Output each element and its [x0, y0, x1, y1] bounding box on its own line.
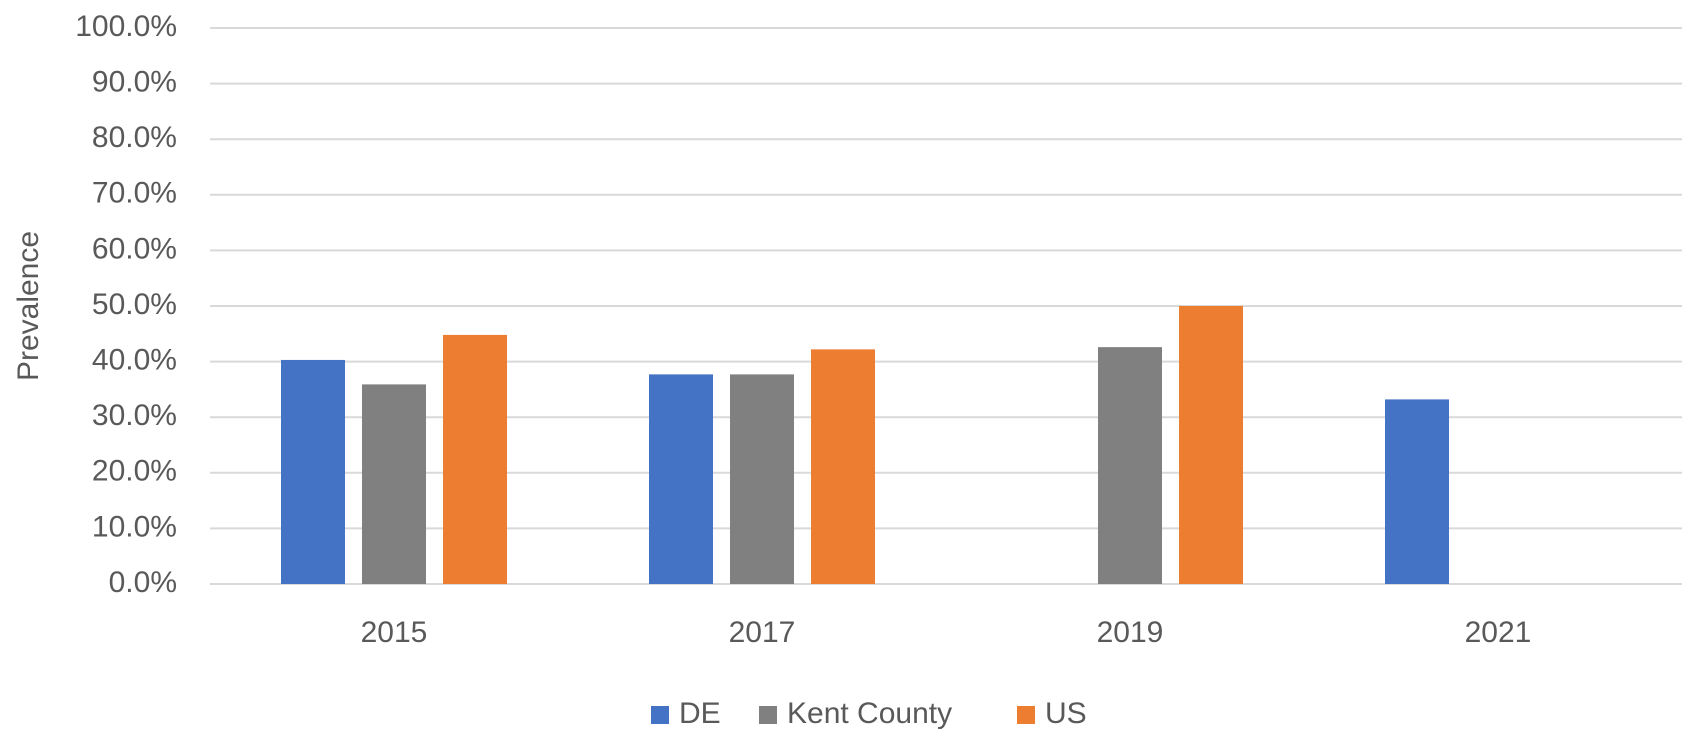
y-tick-label: 50.0% — [92, 288, 177, 321]
y-tick-label: 90.0% — [92, 66, 177, 99]
bar — [649, 374, 713, 584]
bar — [1385, 399, 1449, 584]
y-tick-label: 80.0% — [92, 121, 177, 154]
y-tick-label: 100.0% — [75, 10, 177, 43]
y-tick-label: 60.0% — [92, 232, 177, 265]
bar — [1098, 347, 1162, 584]
x-tick-label: 2017 — [729, 616, 796, 649]
legend-label: US — [1045, 697, 1087, 730]
legend-label: DE — [679, 697, 721, 730]
legend-label: Kent County — [787, 697, 952, 730]
legend-swatch — [651, 706, 669, 724]
y-tick-label: 20.0% — [92, 455, 177, 488]
x-tick-label: 2015 — [361, 616, 428, 649]
y-tick-label: 10.0% — [92, 510, 177, 543]
y-tick-label: 70.0% — [92, 177, 177, 210]
bar — [281, 359, 345, 584]
y-tick-label: 30.0% — [92, 399, 177, 432]
bar — [1179, 306, 1243, 584]
x-tick-label: 2019 — [1097, 616, 1164, 649]
bar — [362, 384, 426, 584]
x-tick-label: 2021 — [1465, 616, 1532, 649]
y-tick-label: 40.0% — [92, 344, 177, 377]
bar — [730, 374, 794, 584]
bar — [443, 334, 507, 584]
y-tick-label: 0.0% — [109, 566, 177, 599]
legend-swatch — [1017, 706, 1035, 724]
bar — [811, 349, 875, 584]
y-axis-label: Prevalence — [12, 231, 45, 381]
legend-swatch — [759, 706, 777, 724]
